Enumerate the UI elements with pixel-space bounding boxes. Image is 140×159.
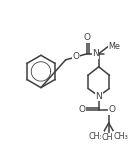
Text: Me: Me — [109, 41, 121, 51]
Text: O: O — [109, 105, 116, 114]
Text: O: O — [84, 33, 91, 42]
Text: N: N — [95, 92, 102, 101]
Text: O: O — [79, 105, 86, 114]
Text: N: N — [92, 49, 99, 58]
Text: CH₃: CH₃ — [114, 132, 129, 141]
Text: CH₃: CH₃ — [89, 132, 104, 141]
Text: CH₃: CH₃ — [101, 133, 116, 142]
Text: O: O — [73, 52, 80, 61]
